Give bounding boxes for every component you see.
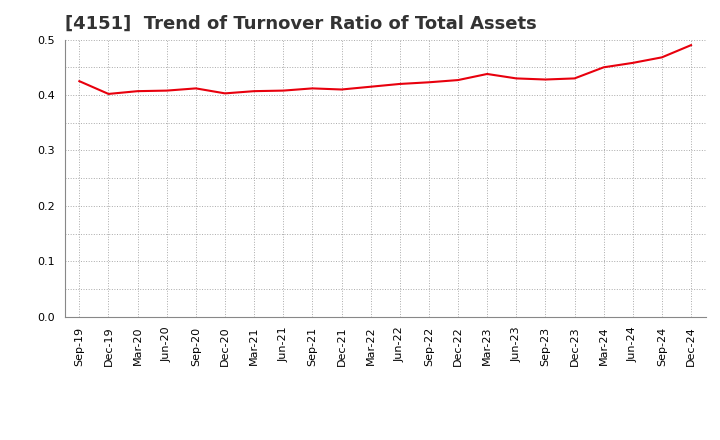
Text: [4151]  Trend of Turnover Ratio of Total Assets: [4151] Trend of Turnover Ratio of Total … — [65, 15, 536, 33]
